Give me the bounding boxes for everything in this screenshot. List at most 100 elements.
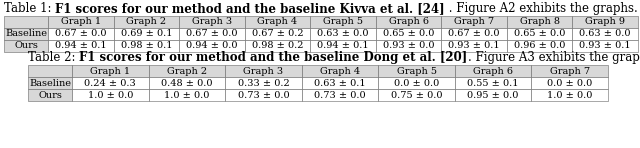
Bar <box>310 16 376 28</box>
Text: 0.67 ± 0.2: 0.67 ± 0.2 <box>252 29 303 38</box>
Text: Graph 1: Graph 1 <box>90 66 131 75</box>
Bar <box>301 77 378 89</box>
Text: 0.73 ± 0.0: 0.73 ± 0.0 <box>314 90 366 99</box>
Text: 0.67 ± 0.0: 0.67 ± 0.0 <box>55 29 106 38</box>
Bar <box>378 65 455 77</box>
Bar <box>531 77 608 89</box>
Bar <box>28 65 72 77</box>
Text: Graph 1: Graph 1 <box>61 17 101 26</box>
Text: 0.96 ± 0.0: 0.96 ± 0.0 <box>514 41 565 50</box>
Text: 0.94 ± 0.1: 0.94 ± 0.1 <box>55 41 107 50</box>
Text: 0.65 ± 0.0: 0.65 ± 0.0 <box>514 29 565 38</box>
Bar <box>301 89 378 101</box>
Bar <box>28 89 72 101</box>
Bar <box>455 65 531 77</box>
Bar <box>531 65 608 77</box>
Bar <box>148 65 225 77</box>
Bar <box>301 65 378 77</box>
Text: Graph 6: Graph 6 <box>473 66 513 75</box>
Text: 1.0 ± 0.0: 1.0 ± 0.0 <box>164 90 209 99</box>
Bar <box>310 28 376 40</box>
Bar <box>179 40 244 52</box>
Bar <box>507 28 572 40</box>
Text: Ours: Ours <box>14 41 38 50</box>
Bar <box>310 40 376 52</box>
Bar <box>378 77 455 89</box>
Bar <box>48 16 113 28</box>
Bar <box>378 89 455 101</box>
Text: Ours: Ours <box>38 90 62 99</box>
Bar <box>179 16 244 28</box>
Text: Baseline: Baseline <box>29 78 71 87</box>
Bar <box>442 16 507 28</box>
Text: Graph 7: Graph 7 <box>550 66 590 75</box>
Bar <box>225 89 301 101</box>
Text: Table 1:: Table 1: <box>4 2 55 15</box>
Text: 0.63 ± 0.1: 0.63 ± 0.1 <box>314 78 366 87</box>
Text: Graph 9: Graph 9 <box>585 17 625 26</box>
Bar <box>72 77 148 89</box>
Text: 0.98 ± 0.2: 0.98 ± 0.2 <box>252 41 303 50</box>
Bar <box>376 16 442 28</box>
Text: 0.63 ± 0.0: 0.63 ± 0.0 <box>579 29 631 38</box>
Bar <box>4 40 48 52</box>
Text: 0.48 ± 0.0: 0.48 ± 0.0 <box>161 78 212 87</box>
Text: 0.33 ± 0.2: 0.33 ± 0.2 <box>237 78 289 87</box>
Bar <box>48 28 113 40</box>
Text: 1.0 ± 0.0: 1.0 ± 0.0 <box>88 90 133 99</box>
Bar <box>442 40 507 52</box>
Text: Graph 4: Graph 4 <box>257 17 298 26</box>
Text: Baseline: Baseline <box>5 29 47 38</box>
Bar <box>376 40 442 52</box>
Text: 0.73 ± 0.0: 0.73 ± 0.0 <box>237 90 289 99</box>
Text: Graph 3: Graph 3 <box>192 17 232 26</box>
Bar <box>179 28 244 40</box>
Bar <box>572 16 638 28</box>
Text: 0.67 ± 0.0: 0.67 ± 0.0 <box>186 29 237 38</box>
Bar <box>148 77 225 89</box>
Bar <box>244 16 310 28</box>
Bar <box>244 28 310 40</box>
Text: 0.69 ± 0.1: 0.69 ± 0.1 <box>120 29 172 38</box>
Text: Graph 2: Graph 2 <box>126 17 166 26</box>
Bar <box>442 28 507 40</box>
Bar <box>507 16 572 28</box>
Bar <box>507 40 572 52</box>
Bar <box>148 89 225 101</box>
Text: 0.93 ± 0.0: 0.93 ± 0.0 <box>383 41 435 50</box>
Text: Graph 8: Graph 8 <box>520 17 559 26</box>
Text: 0.95 ± 0.0: 0.95 ± 0.0 <box>467 90 519 99</box>
Bar <box>72 89 148 101</box>
Text: F1 scores for our method and the baseline Kivva et al. [24]: F1 scores for our method and the baselin… <box>55 2 445 15</box>
Bar <box>376 28 442 40</box>
Text: Graph 6: Graph 6 <box>388 17 429 26</box>
Bar <box>455 89 531 101</box>
Text: 1.0 ± 0.0: 1.0 ± 0.0 <box>547 90 593 99</box>
Bar <box>244 40 310 52</box>
Bar <box>4 28 48 40</box>
Text: 0.0 ± 0.0: 0.0 ± 0.0 <box>394 78 439 87</box>
Text: 0.94 ± 0.1: 0.94 ± 0.1 <box>317 41 369 50</box>
Text: 0.94 ± 0.0: 0.94 ± 0.0 <box>186 41 237 50</box>
Text: 0.0 ± 0.0: 0.0 ± 0.0 <box>547 78 593 87</box>
Text: 0.93 ± 0.1: 0.93 ± 0.1 <box>448 41 500 50</box>
Bar <box>113 16 179 28</box>
Text: 0.24 ± 0.3: 0.24 ± 0.3 <box>84 78 136 87</box>
Bar <box>572 40 638 52</box>
Text: 0.55 ± 0.1: 0.55 ± 0.1 <box>467 78 519 87</box>
Text: . Figure A2 exhibits the graphs.: . Figure A2 exhibits the graphs. <box>445 2 637 15</box>
Bar <box>113 40 179 52</box>
Text: Graph 2: Graph 2 <box>167 66 207 75</box>
Text: 0.75 ± 0.0: 0.75 ± 0.0 <box>391 90 442 99</box>
Text: F1 scores for our method and the baseline Dong et al. [20]: F1 scores for our method and the baselin… <box>79 51 467 64</box>
Text: 0.63 ± 0.0: 0.63 ± 0.0 <box>317 29 369 38</box>
Text: 0.93 ± 0.1: 0.93 ± 0.1 <box>579 41 631 50</box>
Text: . Figure A3 exhibits the graphs.: . Figure A3 exhibits the graphs. <box>467 51 640 64</box>
Bar <box>113 28 179 40</box>
Text: Graph 5: Graph 5 <box>397 66 436 75</box>
Text: Table 2:: Table 2: <box>28 51 79 64</box>
Bar <box>225 77 301 89</box>
Bar <box>572 28 638 40</box>
Text: 0.65 ± 0.0: 0.65 ± 0.0 <box>383 29 435 38</box>
Text: Graph 3: Graph 3 <box>243 66 284 75</box>
